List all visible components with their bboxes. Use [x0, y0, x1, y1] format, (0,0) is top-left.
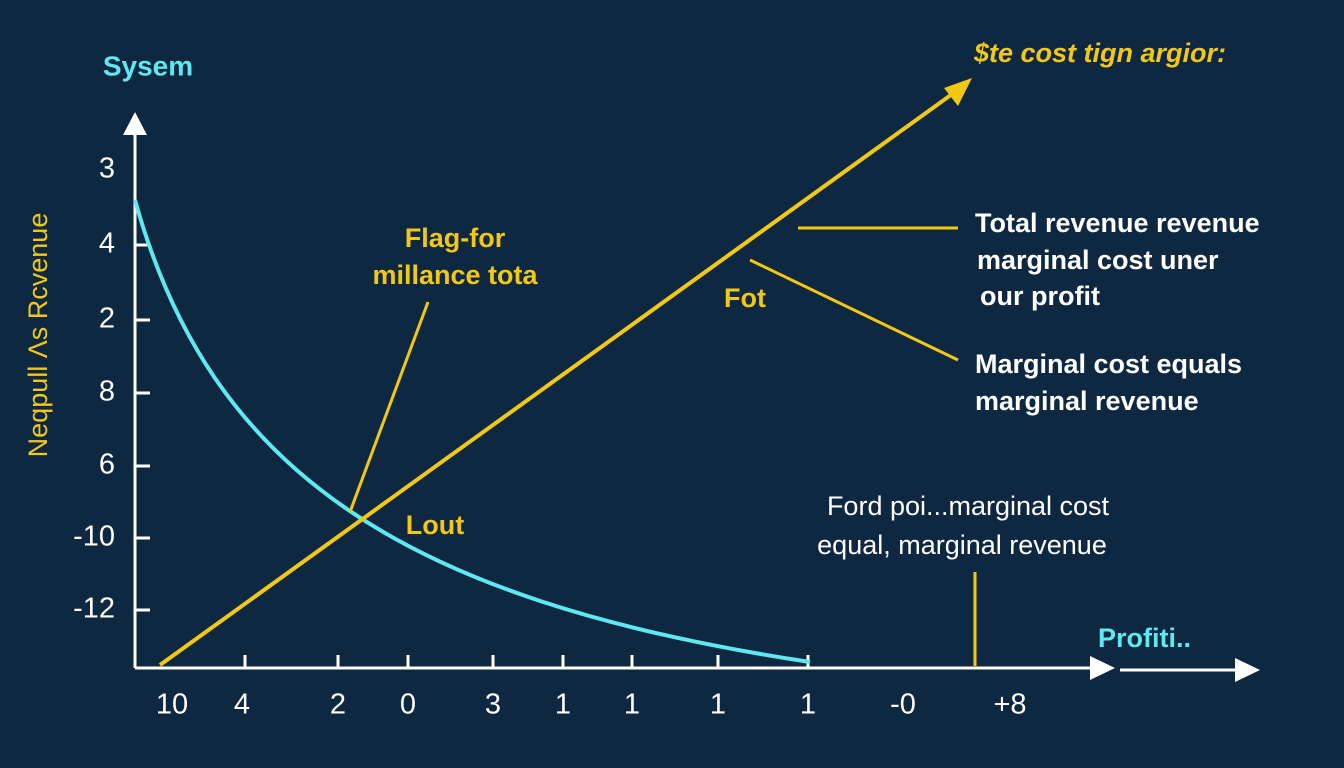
annotation: Flag-for	[405, 223, 506, 253]
y-tick-label: 4	[99, 228, 115, 260]
y-axis-label: Neqpull Λs Rcvenue	[23, 213, 53, 458]
y-tick-label: 2	[99, 303, 115, 335]
x-tick-label: +8	[993, 689, 1026, 721]
cost-arrow	[944, 78, 972, 106]
y-tick-label: -12	[73, 593, 115, 625]
pointers	[348, 226, 977, 666]
x-tick-label: 4	[234, 689, 250, 721]
annotation: Fot	[724, 283, 766, 313]
annotation: Lout	[406, 510, 464, 540]
x-arrow	[1090, 656, 1115, 680]
annotation: marginal cost uner	[977, 245, 1219, 275]
x-arrow	[1235, 658, 1260, 682]
x-tick-labels: 10 4 2 0 3 1 1 1 1 -0 +8	[156, 689, 1027, 721]
corner-label: Sysem	[103, 50, 193, 81]
x-tick-label: 2	[330, 689, 346, 721]
y-tick-label: -10	[73, 521, 115, 553]
demand-curve	[133, 199, 811, 664]
x-tick-label: 3	[485, 689, 501, 721]
top-label: $te cost tign argior:	[973, 38, 1226, 68]
pointer	[348, 301, 430, 513]
x-tick-label: 10	[156, 689, 188, 721]
axes	[123, 112, 1260, 682]
x-tick-label: -0	[890, 689, 916, 721]
x-axis-label: Profiti..	[1098, 623, 1191, 653]
y-arrow	[123, 112, 147, 135]
annotation: Total revenue revenue	[975, 208, 1260, 238]
x-tick-label: 0	[400, 689, 416, 721]
x-tick-label: 1	[624, 689, 640, 721]
annotation: equal, marginal revenue	[817, 530, 1107, 560]
y-tick-labels: 3 4 2 8 6 -10 -12	[73, 153, 115, 625]
y-tick-label: 8	[99, 376, 115, 408]
x-tick-label: 1	[800, 689, 816, 721]
annotation: millance tota	[372, 260, 538, 290]
annotation: Ford poi...marginal cost	[827, 491, 1110, 521]
pointer	[749, 258, 959, 362]
x-tick-label: 1	[555, 689, 571, 721]
annotation: our profit	[980, 281, 1100, 311]
y-tick-label: 6	[99, 449, 115, 481]
x-tick-label: 1	[710, 689, 726, 721]
annotation: Marginal cost equals	[975, 349, 1242, 379]
cost-line	[158, 90, 957, 667]
y-tick-label: 3	[99, 153, 115, 185]
annotation: marginal revenue	[975, 386, 1199, 416]
tick-marks	[135, 243, 810, 668]
